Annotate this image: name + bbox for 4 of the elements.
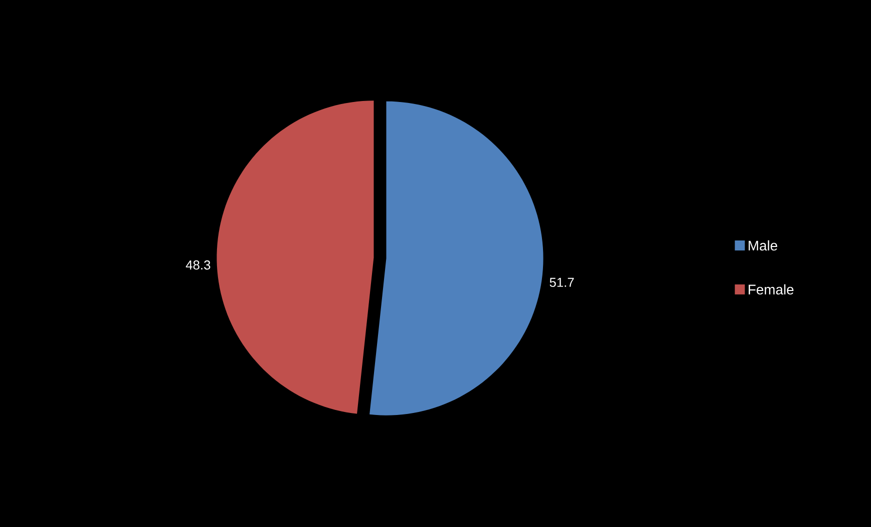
data-label: 51.7	[550, 278, 574, 287]
legend-label: Female	[748, 284, 794, 295]
legend-label: Male	[748, 240, 778, 251]
data-label: 48.3	[186, 260, 210, 270]
